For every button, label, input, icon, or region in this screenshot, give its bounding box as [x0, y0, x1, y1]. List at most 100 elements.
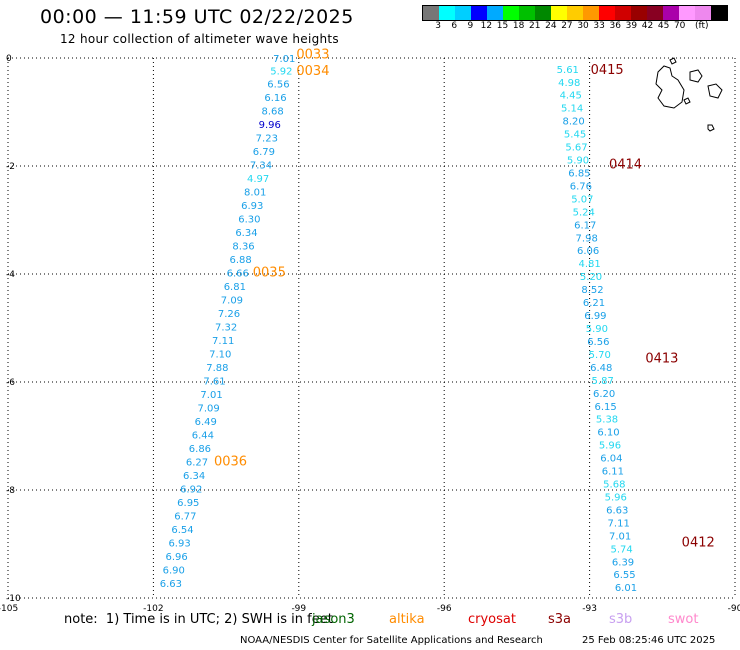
swh-value-left: 7.34	[250, 160, 272, 171]
swh-value-right: 7.11	[608, 518, 630, 529]
legend-label: 30	[577, 21, 589, 31]
swh-value-left: 7.88	[206, 363, 228, 374]
legend-swatch	[647, 6, 663, 20]
swh-value-left: 7.01	[200, 390, 222, 401]
swh-value-left: 8.68	[261, 106, 283, 117]
island-outline	[683, 97, 691, 105]
satellite-label-altika: altika	[389, 612, 425, 627]
swh-value-left: 6.86	[189, 444, 211, 455]
swh-value-right: 5.96	[599, 441, 621, 452]
swh-value-right: 5.67	[565, 143, 587, 154]
map-title: 00:00 — 11:59 UTC 02/22/2025	[40, 6, 354, 28]
legend-label: 33	[593, 21, 605, 31]
island-outline	[707, 124, 715, 132]
legend-swatch	[567, 6, 583, 20]
lon-tick-label: -102	[143, 604, 163, 614]
swh-value-right: 5.90	[586, 324, 608, 335]
island-outline	[707, 83, 723, 99]
swh-value-right: 5.45	[564, 130, 586, 141]
swh-value-left: 6.56	[267, 79, 289, 90]
swh-value-right: 6.63	[606, 505, 628, 516]
swh-value-right: 6.99	[584, 311, 606, 322]
swh-value-left: 7.09	[198, 403, 220, 414]
swh-value-right: 5.61	[557, 65, 579, 76]
legend-swatch	[503, 6, 519, 20]
swh-value-left: 6.44	[192, 430, 214, 441]
swh-value-right: 4.45	[560, 91, 582, 102]
swh-value-left: 5.92	[270, 66, 292, 77]
time-tag: 0035	[253, 265, 286, 280]
swh-value-right: 6.39	[612, 557, 634, 568]
color-legend	[422, 5, 728, 21]
swh-value-right: 5.68	[603, 480, 625, 491]
swh-value-right: 6.01	[615, 583, 637, 594]
legend-swatch	[519, 6, 535, 20]
swh-value-right: 6.21	[583, 298, 605, 309]
swh-value-right: 6.06	[577, 246, 599, 257]
lon-tick-label: -96	[437, 604, 452, 614]
legend-swatch	[631, 6, 647, 20]
legend-swatch	[599, 6, 615, 20]
swh-value-right: 8.20	[562, 117, 584, 128]
lon-tick-label: -93	[582, 604, 597, 614]
legend-label: 27	[561, 21, 573, 31]
satellite-label-jason3: jason3	[312, 612, 355, 627]
swh-value-right: 6.11	[602, 467, 624, 478]
swh-value-right: 6.85	[568, 168, 590, 179]
island-outline	[655, 65, 685, 109]
time-tag: 0413	[645, 352, 678, 367]
lat-tick-label: -8	[6, 486, 15, 496]
lat-tick-label: 0	[6, 54, 12, 64]
swh-value-right: 6.10	[597, 428, 619, 439]
time-tag: 0034	[296, 64, 329, 79]
swh-value-right: 7.98	[576, 233, 598, 244]
legend-label: 36	[609, 21, 621, 31]
swh-value-left: 6.95	[177, 498, 199, 509]
legend-swatch	[615, 6, 631, 20]
swh-value-left: 6.79	[253, 147, 275, 158]
swh-value-right: 4.81	[578, 259, 600, 270]
swh-value-right: 6.55	[613, 570, 635, 581]
map-subtitle: 12 hour collection of altimeter wave hei…	[60, 32, 339, 46]
swh-value-right: 5.24	[573, 207, 595, 218]
swh-value-left: 7.32	[215, 322, 237, 333]
swh-value-right: 5.14	[561, 104, 583, 115]
legend-swatch	[439, 6, 455, 20]
swh-value-left: 6.27	[186, 457, 208, 468]
satellite-label-s3b: s3b	[609, 612, 633, 627]
swh-value-right: 4.98	[558, 78, 580, 89]
island-outline	[669, 57, 677, 65]
swh-value-right: 6.76	[570, 181, 592, 192]
swh-value-left: 6.34	[235, 228, 257, 239]
legend-label: 70	[673, 21, 686, 31]
swh-value-left: 4.97	[247, 174, 269, 185]
swh-value-left: 6.93	[241, 201, 263, 212]
swh-value-left: 7.26	[218, 309, 240, 320]
swh-value-left: 6.77	[174, 511, 196, 522]
swh-value-left: 6.30	[238, 214, 260, 225]
legend-swatch	[471, 6, 487, 20]
swh-value-left: 6.49	[195, 417, 217, 428]
lon-tick-label: -99	[291, 604, 306, 614]
legend-swatch	[583, 6, 599, 20]
time-tag: 0412	[682, 535, 715, 550]
lon-tick-label: -105	[0, 604, 18, 614]
legend-swatch	[535, 6, 551, 20]
swh-value-left: 7.10	[209, 349, 231, 360]
swh-value-left: 6.96	[166, 552, 188, 563]
swh-value-right: 8.52	[581, 285, 603, 296]
swh-value-right: 5.20	[580, 272, 602, 283]
swh-value-right: 6.48	[590, 363, 612, 374]
swh-value-right: 7.01	[609, 531, 631, 542]
lon-tick-label: -90	[728, 604, 740, 614]
legend-label: 45	[657, 21, 670, 31]
swh-value-right: 5.74	[610, 544, 632, 555]
swh-value-right: 6.20	[593, 389, 615, 400]
legend-label: 42	[641, 21, 654, 31]
swh-value-right: 5.38	[596, 415, 618, 426]
color-legend-labels: 3 6 9 12 15 18 21 24 27 30 33 36 39 42 45 70 (ft)	[422, 21, 732, 33]
legend-label: 12	[480, 21, 493, 31]
swh-value-left: 6.54	[171, 525, 193, 536]
legend-swatch	[455, 6, 471, 20]
swh-value-right: 5.07	[571, 194, 593, 205]
